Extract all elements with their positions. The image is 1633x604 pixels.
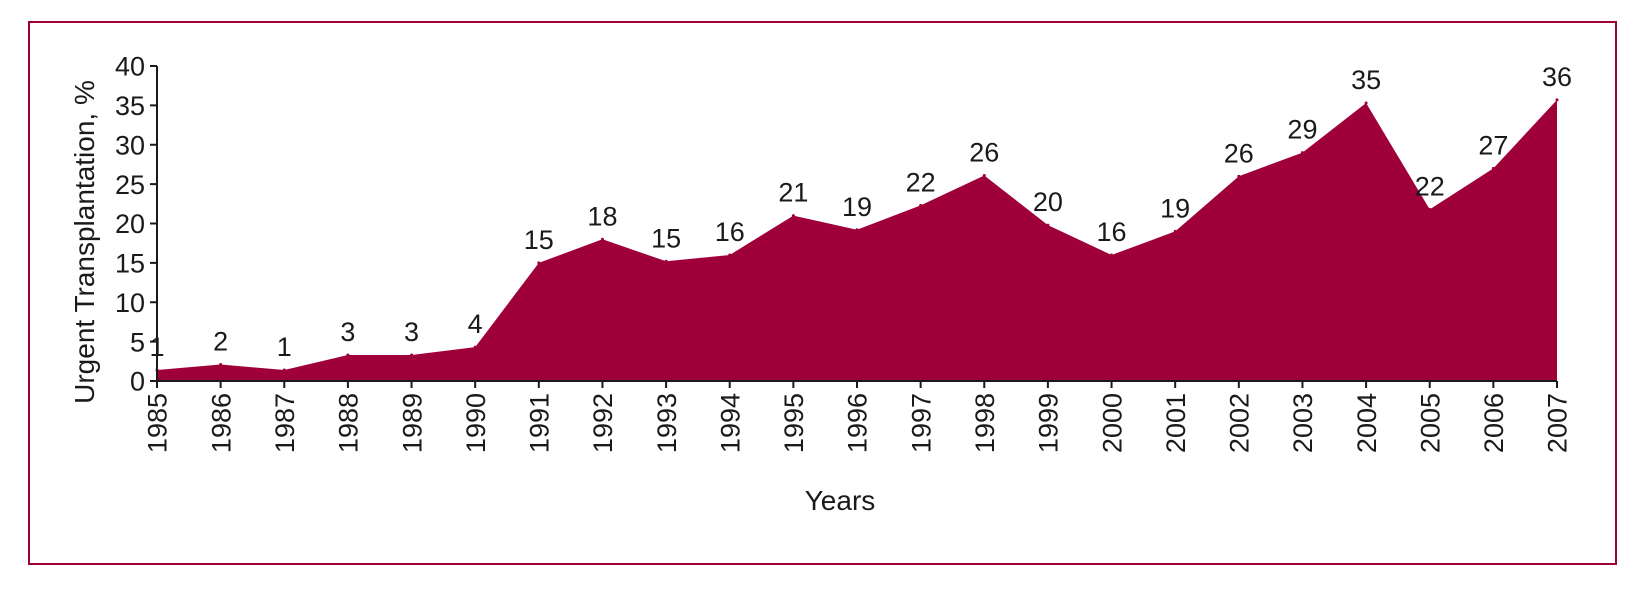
- data-label-1986: 2: [213, 326, 228, 356]
- data-label-1990: 4: [468, 309, 483, 339]
- x-tick-label: 1997: [906, 393, 936, 453]
- x-tick-label: 1991: [525, 393, 555, 453]
- data-point-1996: [855, 228, 859, 232]
- data-label-1992: 18: [587, 201, 617, 231]
- data-point-1991: [537, 261, 541, 265]
- x-tick-label: 1999: [1034, 393, 1064, 453]
- data-point-1995: [791, 214, 795, 218]
- y-tick-label: 30: [115, 130, 145, 160]
- y-tick-label: 5: [130, 327, 145, 357]
- x-tick-label: 1993: [652, 393, 682, 453]
- y-tick-label: 15: [115, 249, 145, 279]
- x-tick-label: 1985: [143, 393, 173, 453]
- data-label-1993: 15: [651, 223, 681, 253]
- data-label-1998: 26: [969, 137, 999, 167]
- x-tick-label: 1996: [843, 393, 873, 453]
- x-tick-label: 1986: [206, 393, 236, 453]
- data-label-1985: 1: [149, 332, 164, 362]
- data-point-1988: [346, 353, 350, 357]
- data-label-2000: 16: [1097, 217, 1127, 247]
- x-tick-label: 2006: [1479, 393, 1509, 453]
- y-tick-label: 20: [115, 209, 145, 239]
- data-point-1986: [219, 362, 223, 366]
- data-point-1989: [410, 353, 414, 357]
- data-label-2004: 35: [1351, 65, 1381, 95]
- x-tick-label: 2001: [1161, 393, 1191, 453]
- data-label-1994: 16: [715, 217, 745, 247]
- x-tick-label: 2000: [1097, 393, 1127, 453]
- data-point-2003: [1300, 151, 1304, 155]
- chart-frame: [28, 21, 1617, 565]
- x-axis-title: Years: [805, 485, 876, 516]
- y-axis-title: Urgent Transplantation, %: [69, 80, 100, 404]
- data-point-1998: [982, 173, 986, 177]
- y-tick-label: 0: [130, 367, 145, 397]
- series-area: [157, 99, 1557, 382]
- data-point-2007: [1555, 98, 1559, 102]
- data-label-2002: 26: [1224, 138, 1254, 168]
- x-tick-label: 2004: [1352, 393, 1382, 453]
- data-point-1992: [600, 237, 604, 241]
- y-tick-label: 25: [115, 170, 145, 200]
- data-label-1988: 3: [340, 317, 355, 347]
- data-point-2004: [1364, 101, 1368, 105]
- data-label-1999: 20: [1033, 187, 1063, 217]
- data-point-2000: [1110, 253, 1114, 257]
- data-label-2006: 27: [1478, 130, 1508, 160]
- data-point-1999: [1046, 223, 1050, 227]
- data-label-2005: 22: [1415, 171, 1445, 201]
- data-label-1995: 21: [778, 178, 808, 208]
- data-label-1991: 15: [524, 225, 554, 255]
- x-tick-label: 1994: [715, 393, 745, 453]
- data-point-1990: [473, 345, 477, 349]
- data-point-2001: [1173, 229, 1177, 233]
- y-tick-label: 10: [115, 288, 145, 318]
- data-point-1993: [664, 259, 668, 263]
- x-tick-label: 1995: [779, 393, 809, 453]
- data-point-2006: [1491, 166, 1495, 170]
- data-label-2001: 19: [1160, 193, 1190, 223]
- data-point-1997: [919, 203, 923, 207]
- data-point-2005: [1428, 207, 1432, 211]
- data-label-2007: 36: [1542, 62, 1572, 92]
- data-label-1996: 19: [842, 192, 872, 222]
- y-tick-label: 35: [115, 91, 145, 121]
- x-tick-label: 2003: [1288, 393, 1318, 453]
- data-point-1994: [728, 253, 732, 257]
- x-tick-label: 2005: [1415, 393, 1445, 453]
- x-tick-label: 2007: [1543, 393, 1573, 453]
- data-label-1987: 1: [277, 332, 292, 362]
- x-tick-label: 1990: [461, 393, 491, 453]
- x-tick-label: 1988: [334, 393, 364, 453]
- x-tick-label: 1998: [970, 393, 1000, 453]
- data-point-1987: [282, 368, 286, 372]
- data-label-1989: 3: [404, 317, 419, 347]
- x-tick-label: 2002: [1225, 393, 1255, 453]
- x-tick-label: 1992: [588, 393, 618, 453]
- y-tick-label: 40: [115, 52, 145, 82]
- data-point-2002: [1237, 174, 1241, 178]
- x-tick-label: 1987: [270, 393, 300, 453]
- data-label-2003: 29: [1287, 115, 1317, 145]
- x-tick-label: 1989: [397, 393, 427, 453]
- data-label-1997: 22: [906, 167, 936, 197]
